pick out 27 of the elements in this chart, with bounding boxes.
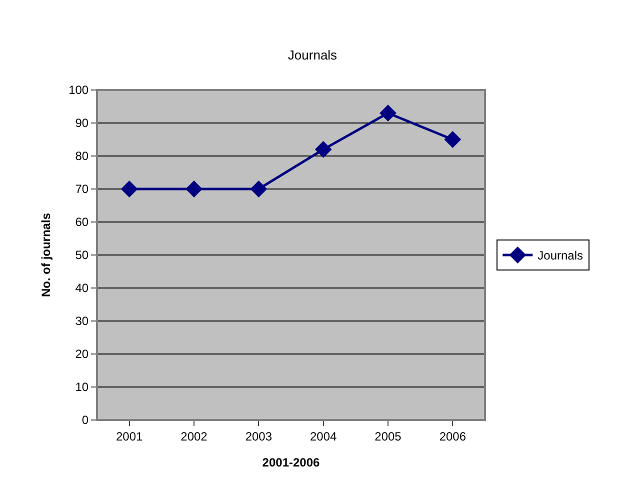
y-tick-label: 10 xyxy=(75,380,89,394)
y-tick-label: 100 xyxy=(68,83,89,98)
y-tick-label: 90 xyxy=(75,116,89,130)
point xyxy=(314,140,332,158)
x-tick-label: 2002 xyxy=(180,429,208,444)
point xyxy=(250,180,268,198)
x-tick-label: 2003 xyxy=(245,429,272,444)
point xyxy=(444,131,462,148)
y-tick-label: 80 xyxy=(75,149,89,164)
point xyxy=(186,180,202,198)
y-tick-label: 60 xyxy=(75,215,89,230)
x-tick-label: 2001 xyxy=(116,429,143,444)
x-tick-label: 2004 xyxy=(310,429,337,444)
y-tick-label: 50 xyxy=(75,248,89,262)
legend-label: Journals xyxy=(538,248,583,263)
x-axis-title: 2001-2006 xyxy=(262,455,320,470)
x-tick-label: 2005 xyxy=(374,429,402,444)
y-axis-title: No. of journals xyxy=(38,212,53,297)
chart-title: Journals xyxy=(288,48,338,63)
y-tick-label: 40 xyxy=(75,281,89,296)
y-tick-label: 0 xyxy=(82,413,89,428)
point xyxy=(120,180,138,198)
y-tick-label: 30 xyxy=(75,314,89,328)
y-tick-label: 70 xyxy=(75,182,89,196)
point xyxy=(380,104,396,122)
x-tick-label: 2006 xyxy=(439,429,466,444)
y-tick-label: 20 xyxy=(75,347,89,362)
